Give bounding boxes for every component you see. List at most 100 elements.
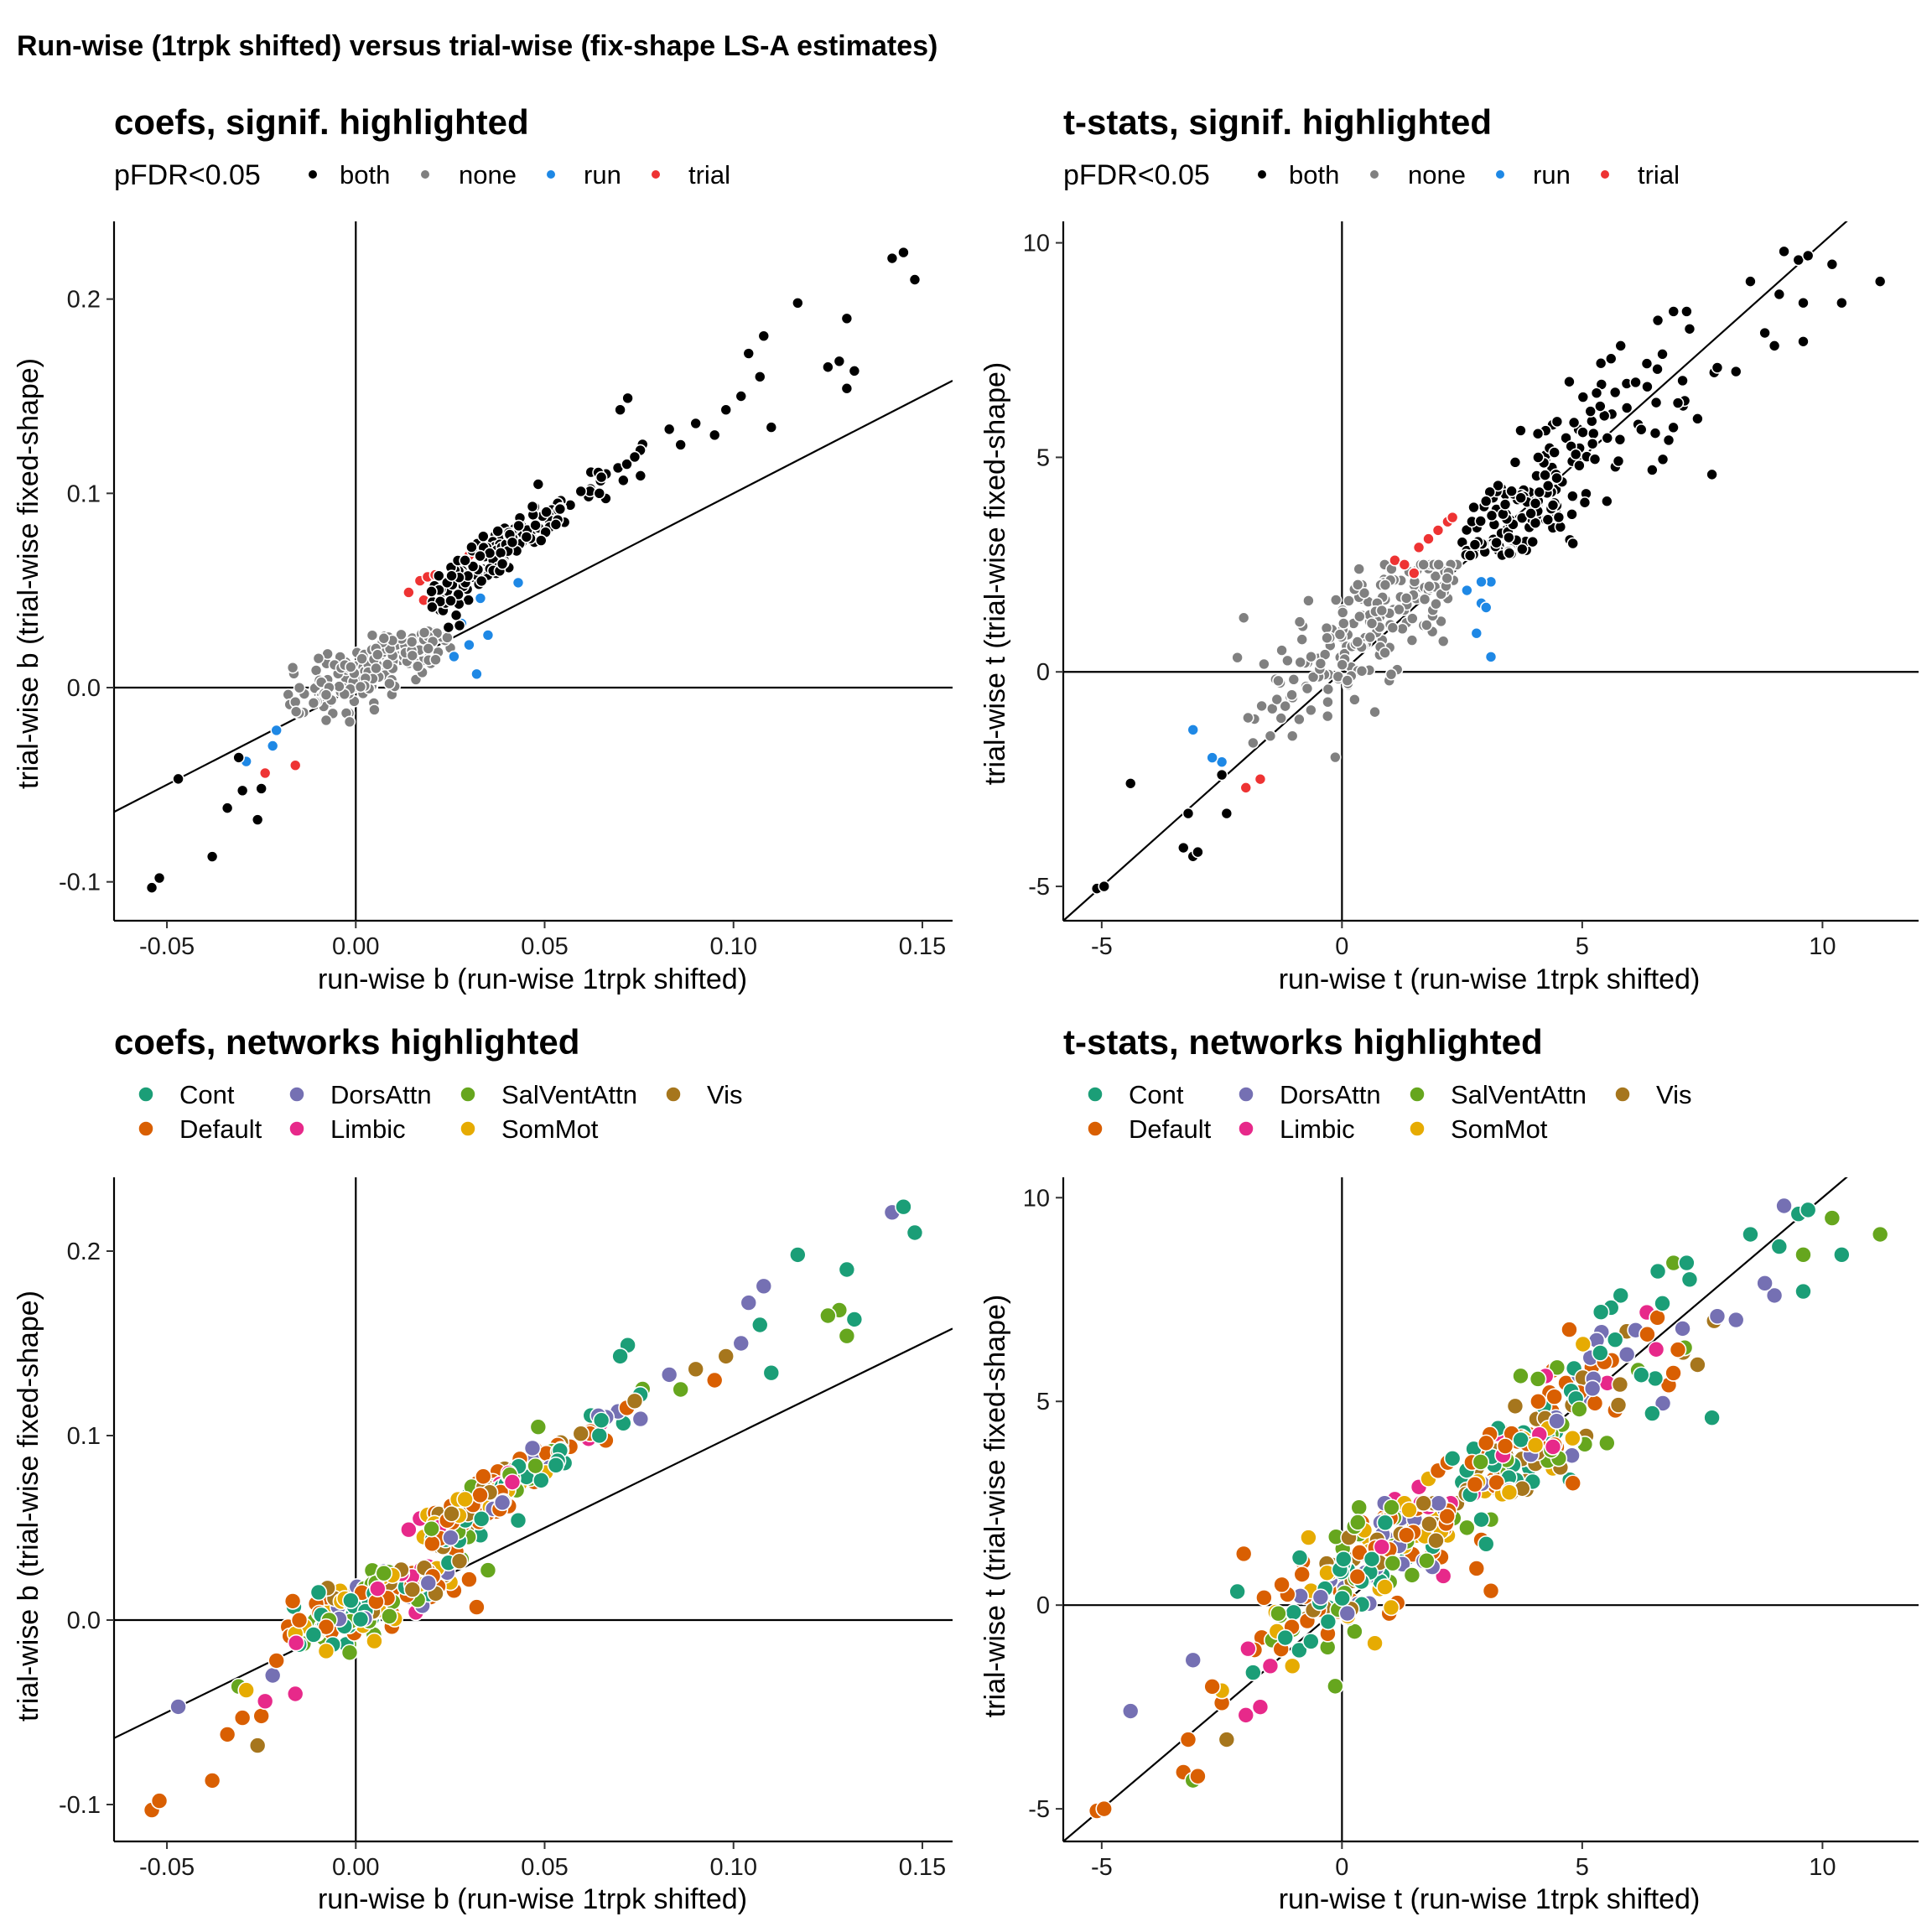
data-point (1669, 1341, 1687, 1358)
data-point (1514, 424, 1527, 437)
data-point (689, 417, 702, 430)
data-point (232, 751, 245, 764)
data-point (172, 772, 184, 786)
data-point (1400, 592, 1413, 605)
data-point (1532, 451, 1545, 464)
data-point (371, 648, 384, 661)
data-point (1541, 513, 1555, 527)
data-point (383, 677, 396, 690)
data-point (267, 1652, 285, 1670)
legend-title: pFDR<0.05 (1063, 159, 1210, 191)
data-point (621, 392, 634, 405)
data-point (1397, 1526, 1415, 1544)
data-point (1434, 1567, 1452, 1585)
data-point (1706, 468, 1718, 481)
data-point (1383, 1498, 1400, 1516)
data-point (1656, 453, 1670, 466)
x-tick-label: 0.10 (710, 933, 757, 960)
plot-area: -0.05 0.00 0.05 0.10 0.15 -0.1 0.0 0.1 0.2 (59, 221, 953, 960)
data-point (838, 1327, 856, 1345)
data-point (1649, 396, 1663, 409)
legend-label-default: Default (1129, 1114, 1212, 1144)
data-point (819, 1306, 837, 1325)
data-point (366, 1632, 383, 1650)
data-point (1573, 459, 1586, 472)
data-point (523, 1439, 542, 1457)
data-point (1477, 1434, 1495, 1452)
data-point (848, 365, 861, 377)
data-point (1285, 730, 1299, 743)
data-point (340, 1644, 359, 1662)
legend-key-default (1087, 1120, 1104, 1137)
data-point (1758, 326, 1771, 340)
data-point (443, 1505, 460, 1523)
panel-t-networks: t-stats, networks highlighted Cont Defau… (979, 1022, 1919, 1915)
data-point (1293, 615, 1306, 628)
panel-title: t-stats, networks highlighted (1063, 1022, 1543, 1062)
data-point (1475, 575, 1488, 589)
data-point (426, 600, 439, 614)
data-point (592, 1411, 610, 1430)
data-point (1512, 1367, 1530, 1385)
data-point (1281, 654, 1294, 667)
data-point (1218, 1731, 1236, 1748)
plot-area: -0.05 0.00 0.05 0.10 0.15 -0.1 0.0 0.1 0.2 (59, 1177, 953, 1881)
data-point (1503, 531, 1515, 544)
data-point (304, 1626, 323, 1644)
data-point (1592, 1344, 1609, 1362)
identity-line (114, 1327, 953, 1739)
data-point (1348, 693, 1361, 706)
legend: Cont Default DorsAttn Limbic SalVentAttn… (1087, 1080, 1692, 1144)
data-point (1546, 499, 1560, 512)
data-point (526, 500, 539, 513)
plot-area: -5 0 5 10 -5 0 5 10 (1023, 1177, 1919, 1881)
data-point (256, 1692, 274, 1711)
identity-line (114, 379, 953, 813)
data-point (1485, 509, 1498, 522)
data-point (287, 1633, 305, 1652)
data-point (423, 1519, 440, 1538)
data-point (203, 1772, 221, 1789)
data-point (1479, 601, 1493, 614)
data-point (1300, 1529, 1317, 1546)
legend-label-run: run (1533, 160, 1571, 190)
data-point (1586, 437, 1599, 450)
data-point (381, 658, 394, 671)
data-point (423, 1535, 441, 1553)
data-point (1689, 1356, 1706, 1374)
data-point (1649, 1309, 1666, 1327)
data-point (1467, 1560, 1486, 1577)
data-point (1533, 486, 1546, 499)
data-point (1373, 1538, 1391, 1556)
data-point (1569, 448, 1582, 461)
data-point (345, 661, 357, 673)
data-point (755, 1277, 773, 1296)
data-point (145, 881, 158, 894)
panel-coef-signif: coefs, signif. highlighted pFDR<0.05 bot… (13, 102, 953, 995)
data-point (1293, 713, 1306, 726)
data-point (270, 724, 283, 737)
data-point (1873, 275, 1887, 288)
data-point (1333, 628, 1347, 641)
data-point (1279, 699, 1292, 713)
data-point (1435, 615, 1447, 628)
data-point (1598, 1434, 1616, 1452)
data-point (1384, 1554, 1402, 1572)
legend-label-default: Default (179, 1114, 262, 1144)
y-axis-label: trial-wise b (trial-wise fixed-shape) (13, 358, 44, 789)
data-point (1343, 595, 1355, 607)
data-point (319, 714, 333, 727)
data-point (354, 680, 367, 693)
x-tick-label: 0.10 (710, 1854, 757, 1881)
x-tick-label: 0.05 (521, 933, 568, 960)
data-point (1574, 1335, 1592, 1353)
data-point (289, 705, 303, 718)
legend-key-dorsattn (288, 1086, 305, 1103)
data-point (445, 569, 458, 582)
data-point (1561, 1321, 1578, 1338)
data-point (593, 486, 606, 500)
legend-key-limbic (1238, 1120, 1254, 1137)
data-point (1531, 427, 1545, 440)
data-point (1836, 296, 1848, 309)
data-point (1601, 495, 1613, 508)
